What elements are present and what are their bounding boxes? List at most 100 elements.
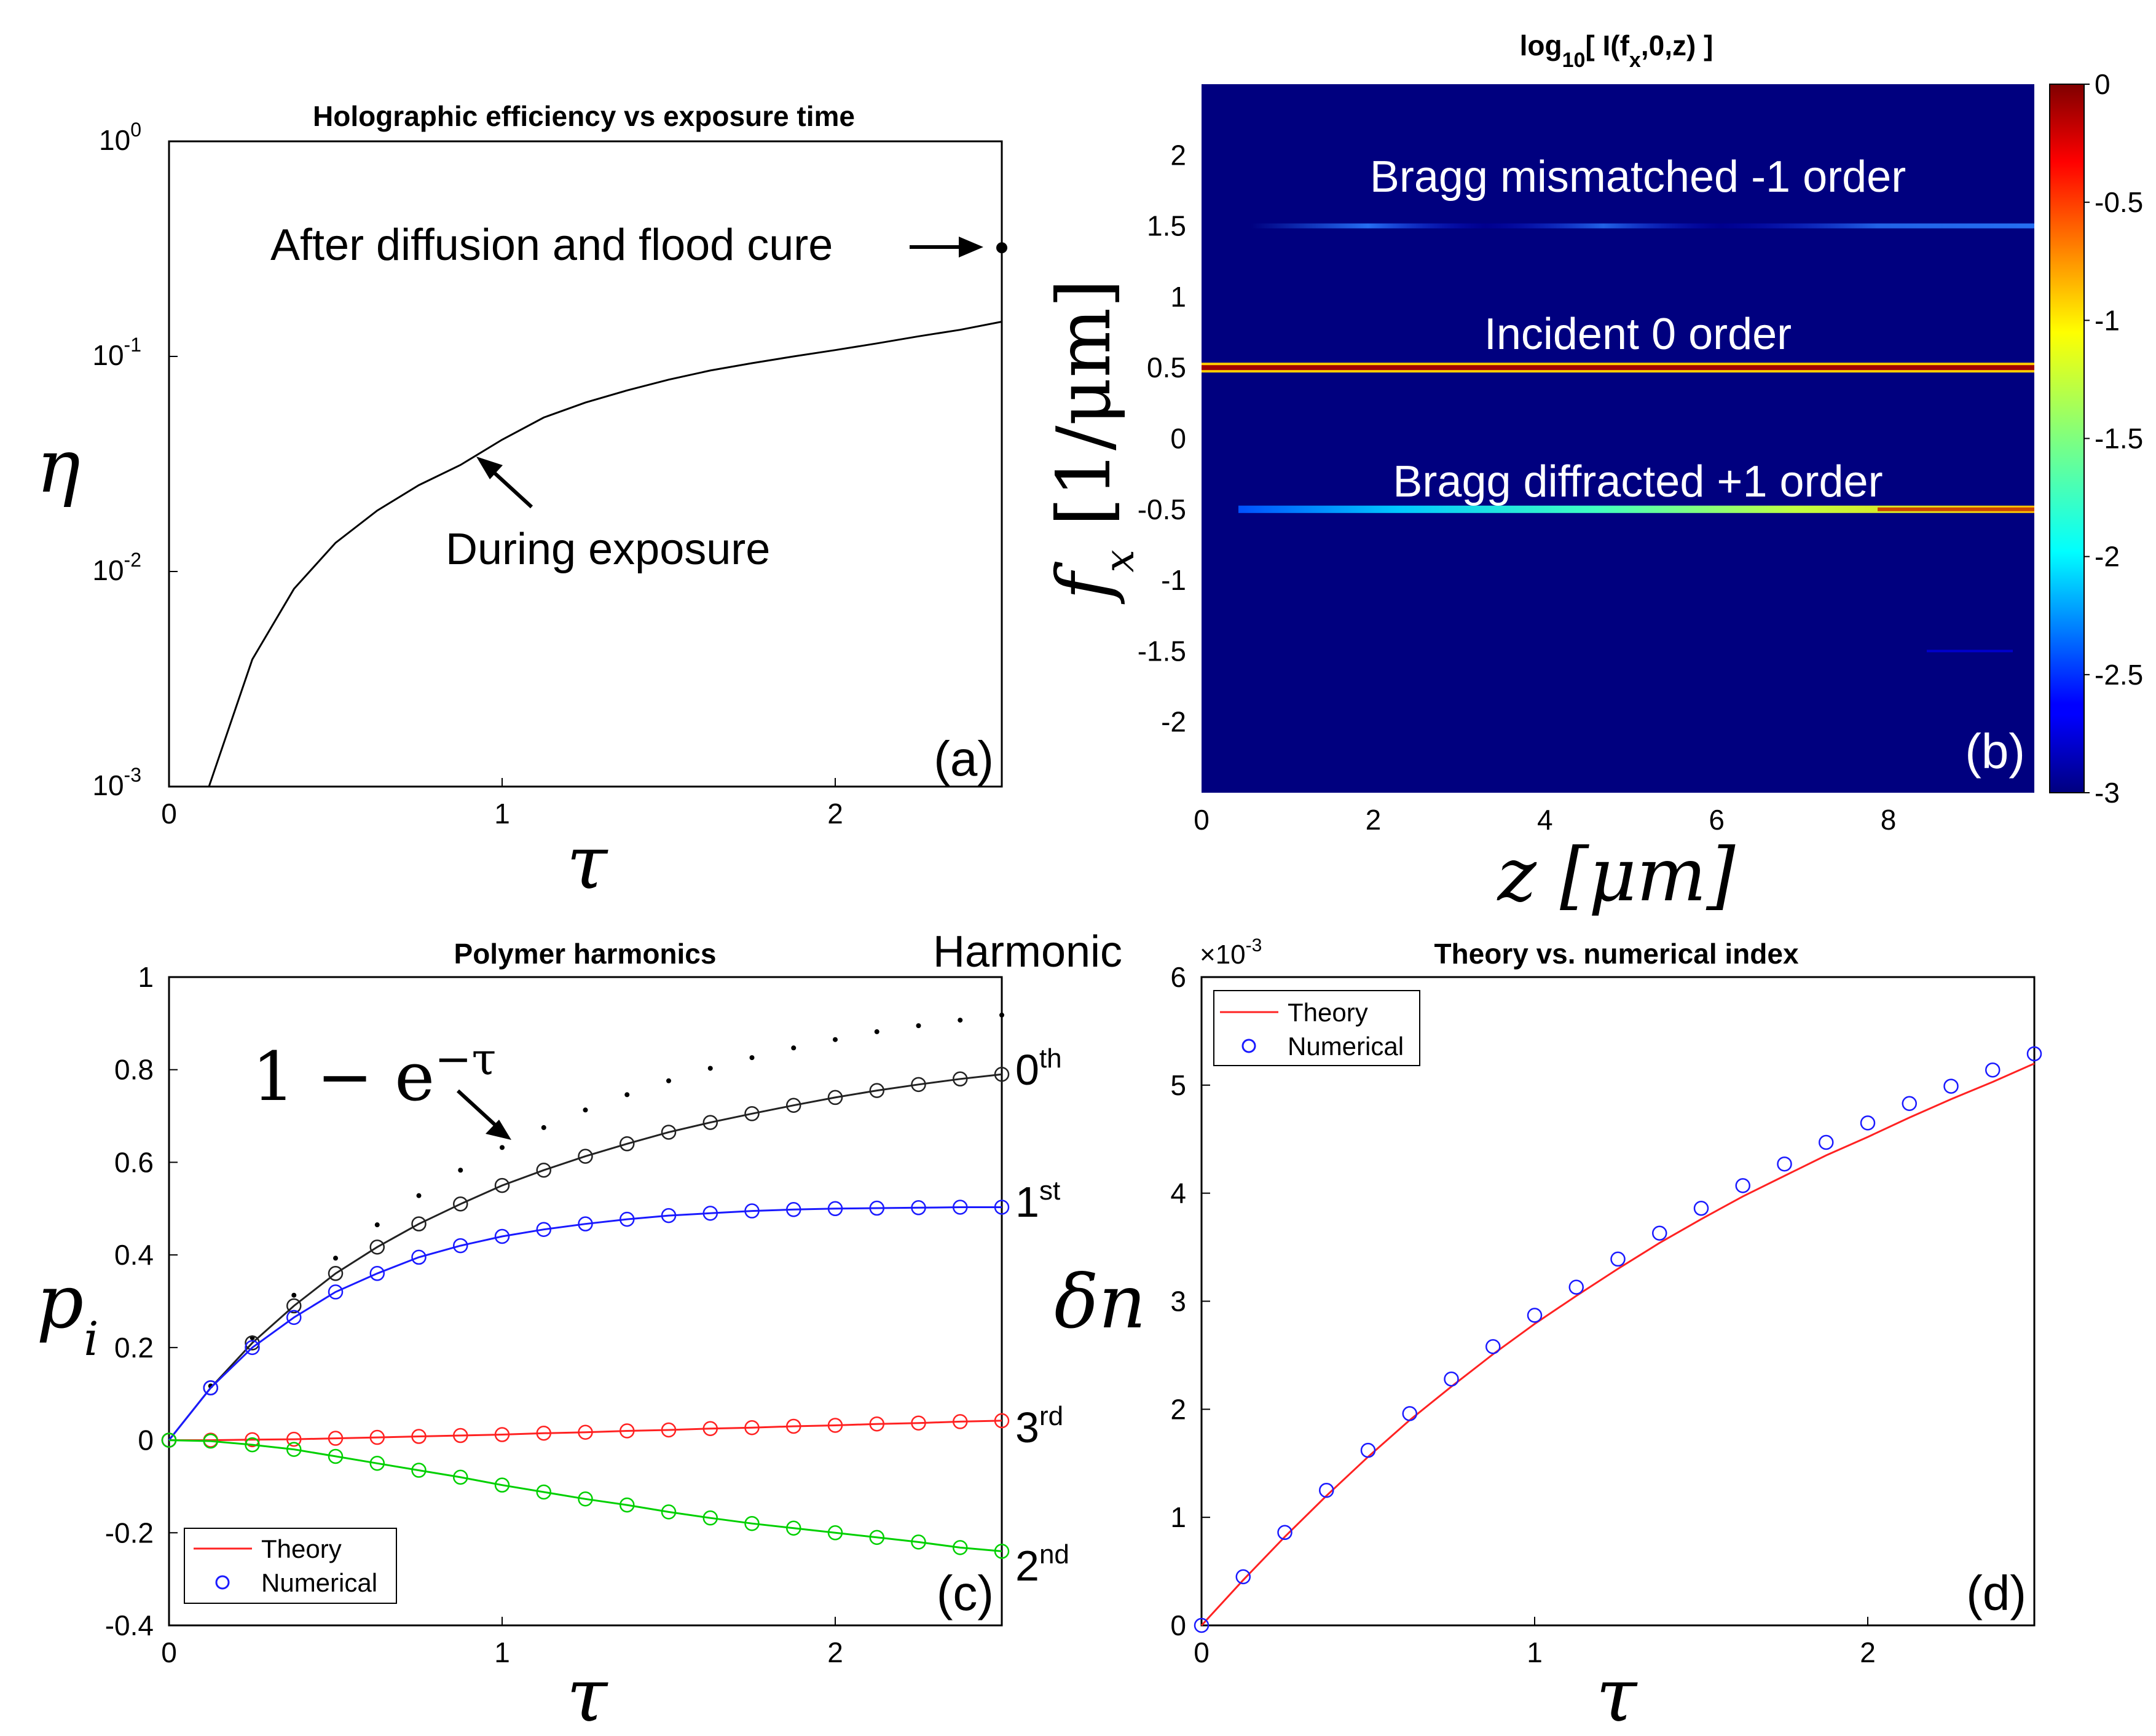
- harmonic-point-3: [994, 1544, 1010, 1559]
- harmonic-point-0: [827, 1090, 843, 1106]
- harmonic-point-3: [245, 1437, 260, 1453]
- panel-a-efficiency-line: [208, 321, 1002, 787]
- harmonic-point-3: [161, 1432, 177, 1448]
- harmonic-point-0: [661, 1125, 677, 1140]
- numerical-point: [1943, 1078, 1959, 1094]
- harmonic-point-1: [827, 1201, 843, 1217]
- y-tick-label: 0: [1170, 423, 1186, 455]
- panel-d-axes: [1200, 976, 2036, 1627]
- colorbar-tick-label: -2.5: [2095, 659, 2143, 691]
- panel-c-title: Polymer harmonics: [454, 938, 717, 970]
- harmonic-point-0: [744, 1106, 760, 1121]
- harmonic-point-1: [203, 1380, 218, 1396]
- harmonic-point-3: [953, 1540, 968, 1555]
- exponential-dot: [291, 1292, 297, 1298]
- harmonic-label-0th: 0th: [1015, 1043, 1062, 1094]
- harmonic-point-3: [786, 1520, 801, 1536]
- y-tick-label: 0.5: [1147, 352, 1186, 383]
- legend-numerical-label: Numerical: [261, 1568, 377, 1597]
- x-tick-label: 1: [494, 798, 510, 830]
- x-tick-label: 2: [827, 1636, 843, 1668]
- y-tick-label: -0.5: [1138, 493, 1186, 525]
- harmonic-point-1: [994, 1200, 1010, 1215]
- y-tick-label: 6: [1170, 961, 1186, 993]
- x-tick-label: 0: [1194, 1636, 1210, 1668]
- colorbar-tick-label: -1: [2095, 304, 2120, 336]
- y-tick-label: 0.6: [114, 1146, 154, 1178]
- harmonic-point-2: [911, 1415, 926, 1431]
- numerical-point: [1860, 1115, 1876, 1131]
- panel-b-colorbar-ticks: 0 -0.5 -1 -1.5 -2 -2.5 -3: [2084, 68, 2143, 809]
- panel-d-y-multiplier: ×10-3: [1200, 935, 1262, 970]
- panel-d: Theory vs. numerical index ×10-3 6 5 4 3 2 1 0…: [1054, 935, 2042, 1736]
- panel-b-x-label: z [μm]: [1497, 833, 1736, 918]
- harmonic-point-1: [369, 1266, 385, 1281]
- colorbar-tick-label: -1.5: [2095, 423, 2143, 455]
- panel-b-label: (b): [1965, 724, 2025, 779]
- harmonic-point-1: [661, 1208, 677, 1223]
- exponential-dot: [500, 1145, 505, 1150]
- y-tick-label: 0: [1170, 1609, 1186, 1641]
- x-tick-label: 0: [161, 798, 177, 830]
- panel-b-label-diffracted: Bragg diffracted +1 order: [1393, 457, 1883, 506]
- harmonic-point-0: [578, 1149, 593, 1164]
- harmonic-label-1st: 1st: [1015, 1176, 1060, 1226]
- harmonic-point-1: [869, 1200, 884, 1216]
- harmonic-line-2: [169, 1420, 1002, 1442]
- harmonic-point-2: [369, 1429, 385, 1445]
- harmonic-point-1: [494, 1228, 510, 1244]
- y-tick-label: 5: [1170, 1069, 1186, 1101]
- panel-d-numerical-points: [1194, 1046, 2042, 1633]
- x-tick-label: 2: [827, 798, 843, 830]
- harmonic-point-0: [994, 1067, 1010, 1082]
- numerical-point: [2026, 1046, 2042, 1062]
- harmonic-point-3: [203, 1433, 218, 1449]
- harmonic-point-1: [786, 1202, 801, 1217]
- panel-a-annotation-flood-cure: After diffusion and flood cure: [270, 221, 833, 270]
- panel-a-flood-cure-point: [996, 242, 1007, 254]
- numerical-point: [1777, 1156, 1792, 1172]
- x-tick-label: 2: [1366, 804, 1382, 836]
- harmonic-point-3: [869, 1530, 884, 1546]
- harmonic-point-0: [786, 1098, 801, 1113]
- harmonic-point-1: [286, 1310, 302, 1326]
- exponential-dot: [333, 1255, 338, 1261]
- numerical-point: [1693, 1201, 1709, 1216]
- panel-b-y-label: fx [1/μm]: [1042, 279, 1143, 605]
- harmonic-point-2: [328, 1431, 344, 1446]
- exponential-dot: [458, 1168, 463, 1173]
- numerical-point: [1902, 1096, 1917, 1111]
- harmonic-point-3: [536, 1484, 551, 1500]
- band-faint: [1927, 650, 2013, 653]
- harmonic-point-0: [620, 1136, 635, 1152]
- panel-c: Polymer harmonics Harmonic 1 0.8 0.6 0.4 0.2…: [36, 927, 1122, 1736]
- harmonic-point-1: [245, 1340, 260, 1356]
- harmonic-point-1: [411, 1249, 427, 1265]
- harmonic-point-2: [702, 1421, 718, 1436]
- x-tick-label: 2: [1860, 1636, 1876, 1668]
- harmonic-point-3: [369, 1456, 385, 1471]
- x-tick-label: 4: [1537, 804, 1553, 836]
- panel-b: log10[ I(fx,0,z) ] Bragg mismatched -1 o…: [1042, 29, 2143, 918]
- x-tick-label: 1: [1527, 1636, 1543, 1668]
- y-tick-label: 10-1: [92, 334, 141, 371]
- y-tick-label: 0.8: [114, 1054, 154, 1086]
- harmonic-point-0: [286, 1298, 302, 1314]
- y-tick-label: 1: [138, 961, 154, 993]
- harmonic-point-0: [328, 1266, 344, 1281]
- panel-b-bands: [1202, 223, 2034, 653]
- y-tick-label: 3: [1170, 1286, 1186, 1318]
- panel-c-label: (c): [937, 1566, 994, 1620]
- exponential-dot: [707, 1066, 713, 1071]
- numerical-point: [1985, 1062, 2001, 1078]
- harmonic-point-2: [827, 1418, 843, 1433]
- panel-c-x-label: τ: [567, 1653, 608, 1736]
- exponential-dot: [916, 1023, 921, 1029]
- harmonic-point-0: [453, 1196, 468, 1212]
- harmonic-point-2: [953, 1414, 968, 1429]
- harmonic-point-0: [869, 1083, 884, 1098]
- legend-theory-label: Theory: [1288, 998, 1368, 1027]
- exponential-dot: [583, 1107, 588, 1113]
- panel-c-harmonic-labels: 0th 1st 3rd 2nd: [1015, 1043, 1069, 1590]
- harmonic-point-0: [494, 1177, 510, 1193]
